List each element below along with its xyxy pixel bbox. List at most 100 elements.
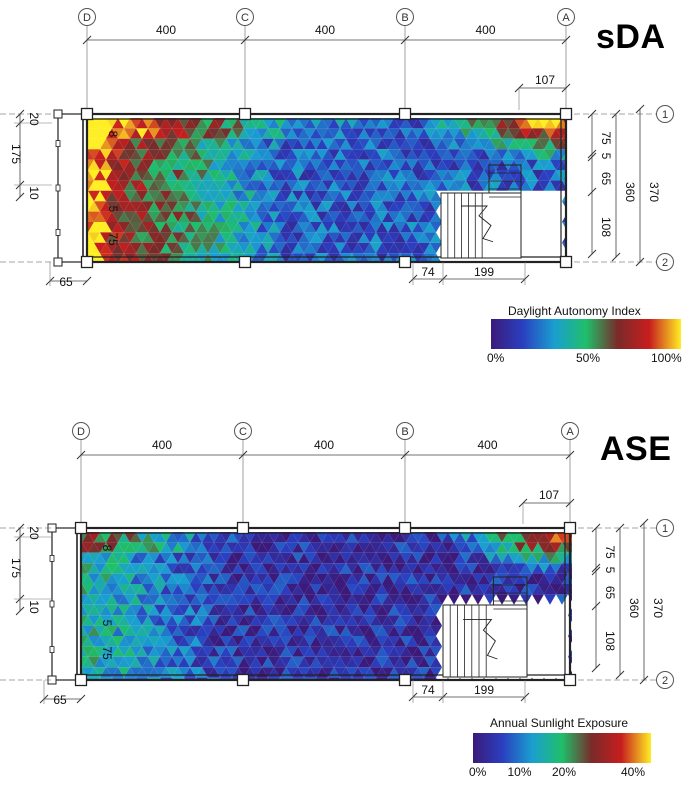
heatmap-cell (232, 594, 244, 605)
heatmap-cell (508, 138, 520, 150)
heatmap-cell (496, 138, 508, 150)
dimension-label-199: 199 (474, 265, 494, 279)
heatmap-cell (232, 159, 244, 170)
heatmap-cell (316, 253, 328, 263)
heatmap-cell (364, 159, 376, 170)
heatmap-cell (238, 149, 250, 160)
dimension-label-right: 5 (599, 153, 613, 160)
heatmap-cell (286, 667, 298, 678)
heatmap-cell (460, 170, 472, 181)
heatmap-cell (364, 542, 376, 553)
heatmap-cell (274, 253, 286, 263)
heatmap-cell (172, 190, 184, 202)
heatmap-cell (94, 573, 106, 584)
grid-row-2-bubble (656, 253, 674, 271)
heatmap-cell (472, 563, 484, 574)
heatmap-cell (124, 688, 136, 698)
heatmap-cell (136, 542, 148, 553)
heatmap-cell (520, 552, 532, 564)
heatmap-cell (382, 242, 394, 254)
heatmap-cell (334, 625, 346, 636)
heatmap-cell (238, 636, 250, 647)
heatmap-cell (382, 222, 394, 233)
heatmap-cell (220, 594, 232, 605)
heatmap-cell (430, 118, 442, 129)
heatmap-cell (376, 584, 388, 595)
heatmap-cell (202, 190, 214, 202)
heatmap-cell (238, 584, 250, 595)
heatmap-cell (328, 594, 340, 605)
heatmap-cell (514, 118, 526, 129)
heatmap-cell (124, 594, 136, 605)
heatmap-cell (322, 149, 334, 160)
heatmap-cell (148, 573, 160, 584)
heatmap-cell (376, 138, 388, 150)
heatmap-cell (244, 532, 256, 543)
heatmap-cell (196, 646, 208, 657)
heatmap-cell (190, 222, 202, 233)
heatmap-cell (190, 264, 202, 274)
heatmap-cell (544, 573, 556, 584)
heatmap-cell (196, 242, 208, 254)
heatmap-cell (106, 170, 118, 181)
heatmap-cell (316, 190, 328, 202)
heatmap-cell (226, 138, 238, 150)
heatmap-cell (262, 211, 274, 222)
heatmap-cell (184, 264, 196, 274)
heatmap-cell (346, 552, 358, 564)
heatmap-cell (262, 584, 274, 595)
heatmap-cell (334, 584, 346, 595)
heatmap-cell (82, 636, 94, 647)
heatmap-cell (274, 667, 286, 678)
heatmap-cell (226, 532, 238, 543)
heatmap-cell (244, 573, 256, 584)
heatmap-cell (274, 594, 286, 605)
heatmap-cell (232, 170, 244, 181)
heatmap-cell (364, 615, 376, 626)
heatmap-cell (136, 190, 148, 202)
heatmap-cell (346, 604, 358, 616)
heatmap-cell (118, 211, 130, 222)
heatmap-cell (334, 138, 346, 150)
heatmap-cell (574, 149, 586, 159)
heatmap-cell (220, 563, 232, 574)
heatmap-cell (130, 615, 142, 626)
heatmap-cell (208, 542, 220, 553)
heatmap-cell (310, 552, 322, 564)
heatmap-cell (508, 542, 520, 553)
heatmap-cell (256, 604, 268, 616)
heatmap-cell (190, 688, 202, 698)
heatmap-cell (106, 667, 118, 678)
dimension-tick (82, 35, 92, 45)
heatmap-cell (160, 190, 172, 202)
dimension-tick (591, 523, 601, 533)
grid-axis-D-label: D (77, 426, 85, 438)
grid-row-2-bubble (656, 671, 674, 689)
heatmap-cell (310, 594, 322, 605)
interior-mark: 75 (106, 232, 120, 246)
heatmap-cell (226, 211, 238, 222)
heatmap-cell (376, 573, 388, 584)
heatmap-cell (196, 573, 208, 584)
heatmap-cell (178, 190, 190, 202)
heatmap-cell (106, 563, 118, 574)
heatmap-cell (100, 138, 112, 150)
dimension-label-65: 65 (59, 275, 73, 289)
heatmap-cell (94, 242, 106, 254)
heatmap-cell (478, 584, 490, 595)
heatmap-cell (448, 573, 460, 584)
heatmap-cell (304, 594, 316, 605)
heatmap-cell (160, 532, 172, 543)
heatmap-cell (412, 211, 424, 222)
heatmap-cell (142, 646, 154, 657)
heatmap-cell (430, 222, 442, 233)
heatmap-cell (184, 222, 196, 233)
heatmap-cell (142, 615, 154, 626)
heatmap-cell (226, 667, 238, 678)
heatmap-cell (310, 625, 322, 636)
heatmap-cell (406, 201, 418, 212)
heatmap-cell (544, 170, 556, 181)
heatmap-cell (406, 128, 418, 139)
heatmap-cell (334, 636, 346, 647)
heatmap-cell (226, 688, 238, 698)
